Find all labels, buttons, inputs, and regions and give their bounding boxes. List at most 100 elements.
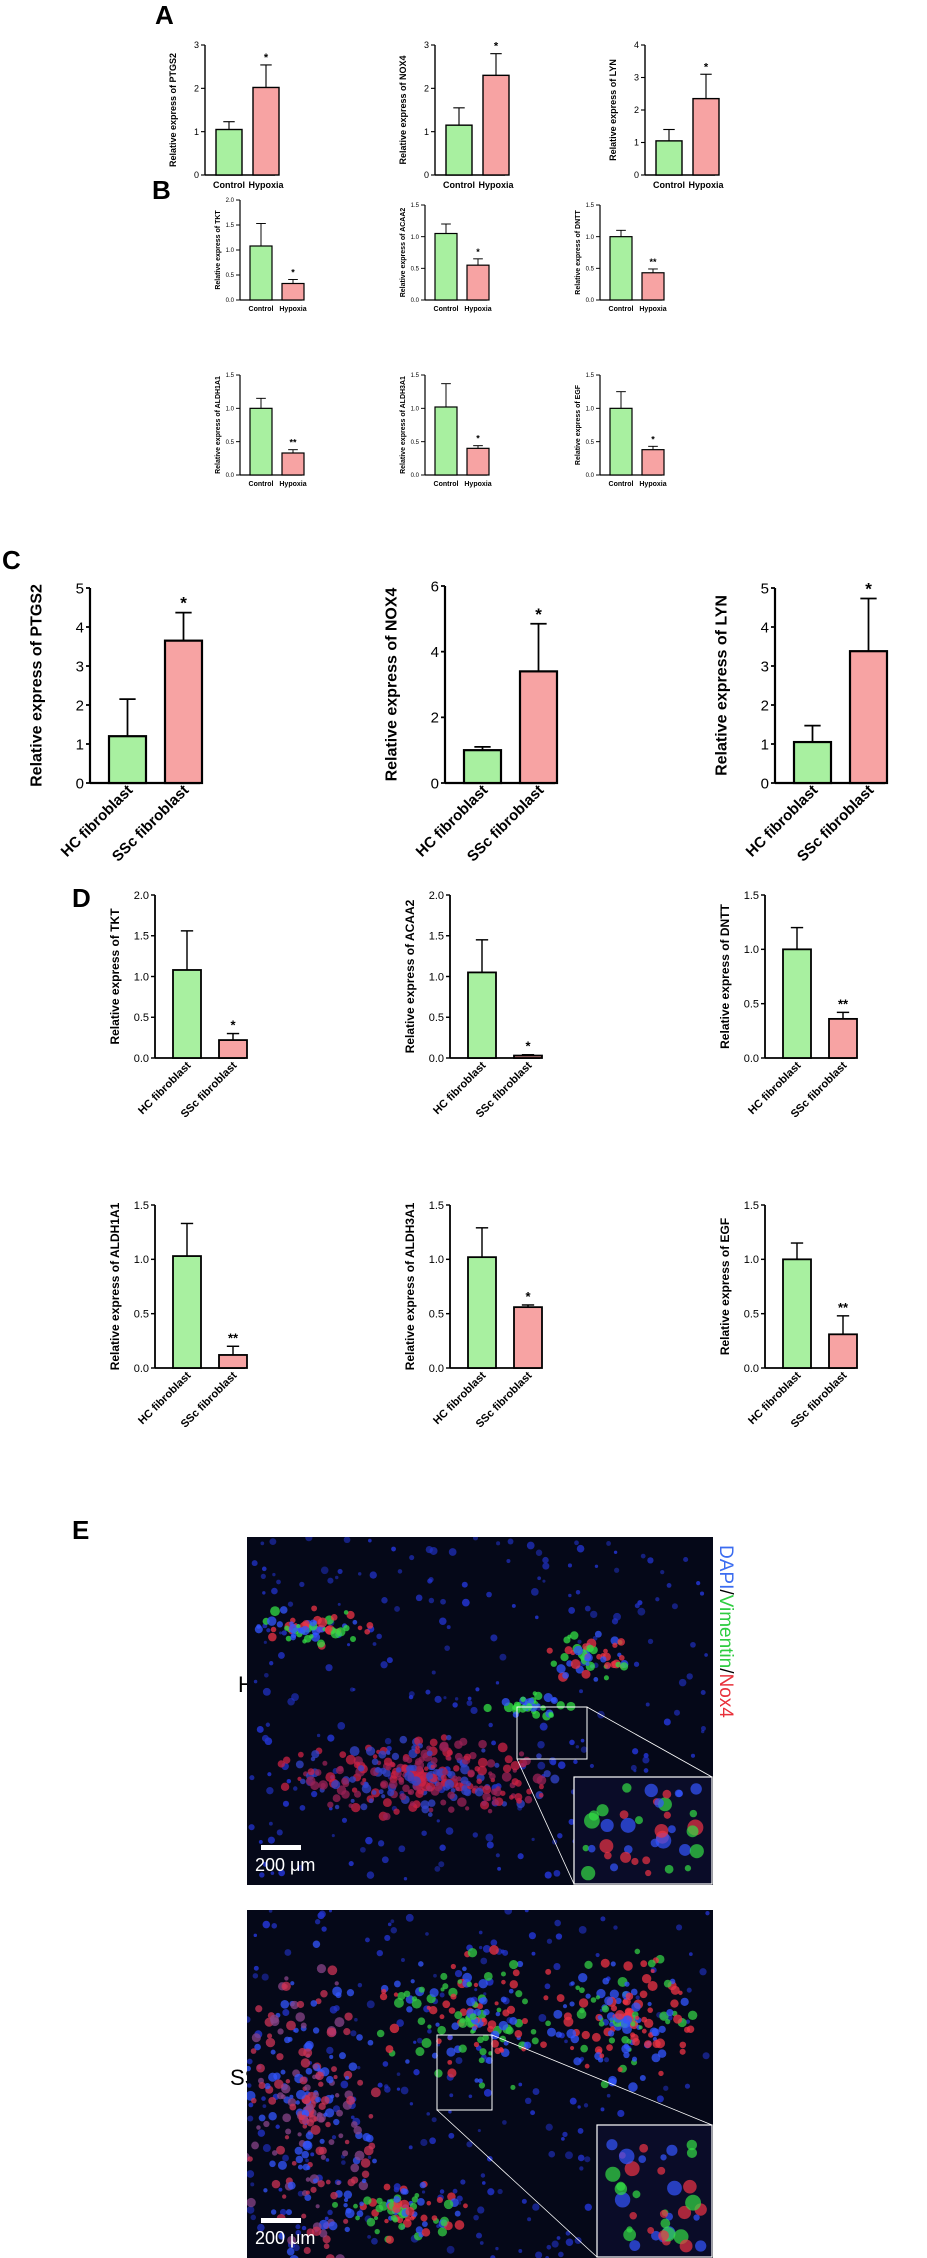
cell-dot [270,2209,277,2215]
cell-dot [442,2000,451,2009]
cell-dot [371,1758,379,1766]
nucleus-dot [684,2083,691,2089]
cell-dot [293,2027,299,2033]
nucleus-dot [267,1836,275,1844]
cell-dot [331,1779,341,1790]
nucleus-dot [568,1593,572,1598]
y-axis-label: Relative express of LYN [713,595,730,776]
nucleus-dot [391,1546,396,1552]
cell-dot [581,1669,591,1679]
category-label: Control [249,306,274,313]
cell-dot [280,1782,290,1792]
nucleus-dot [495,1681,500,1685]
nucleus-dot [318,1910,326,1918]
cell-dot [546,1647,553,1654]
nucleus-dot [488,1722,493,1728]
cell-dot [486,1759,496,1768]
nucleus-dot [259,1872,265,1878]
cell-dot [270,2017,280,2027]
inset-cell [667,2180,682,2196]
cell-dot [638,2025,643,2030]
cell-dot [439,1742,449,1752]
category-label: Control [653,180,685,190]
cell-dot [655,2038,666,2049]
nucleus-dot [360,1846,366,1853]
cell-dot [392,2217,399,2223]
nucleus-dot [490,1634,498,1642]
cell-dot [290,2000,299,2010]
nucleus-dot [584,1605,591,1612]
nucleus-dot [425,1545,433,1554]
nucleus-dot [474,1988,478,1992]
nucleus-dot [537,1761,546,1770]
panel-label-c: C [2,545,21,575]
inset-cell [684,1865,692,1872]
nucleus-dot [247,2170,255,2178]
nucleus-dot [594,1564,599,1568]
cell-dot [268,2096,277,2105]
nucleus-dot [606,2093,611,2098]
cell-dot [440,1774,447,1781]
nucleus-dot [348,1861,354,1867]
bar-control [467,1256,497,1369]
cell-dot [585,1661,590,1666]
cell-dot [336,2180,341,2186]
cell-dot [344,2226,350,2233]
cell-dot [256,2063,265,2073]
cell-dot [429,2006,438,2015]
cell-dot [624,1981,630,1987]
cell-dot [302,2140,313,2151]
y-tick-label: 2 [431,710,439,727]
cell-dot [316,1639,326,1648]
nucleus-dot [357,1572,362,1576]
cell-dot [481,2017,486,2023]
nucleus-dot [384,1934,391,1941]
nucleus-dot [495,2246,499,2251]
cell-dot [372,1754,378,1759]
significance-marker: * [180,594,187,613]
nucleus-dot [262,2104,267,2108]
bar-control [792,740,833,785]
nucleus-dot [263,1640,267,1644]
cell-dot [393,1808,400,1815]
category-label: Hypoxia [464,306,491,313]
nucleus-dot [269,1661,274,1666]
nucleus-dot [387,1922,392,1927]
cell-dot [263,2120,270,2128]
cell-dot [384,2218,389,2224]
nucleus-dot [577,2105,581,2109]
cell-dot [578,1973,588,1983]
cell-dot [296,2000,305,2009]
inset-cell [679,2239,693,2253]
cell-dot [350,1798,355,1803]
cell-dot [478,1978,488,1989]
y-axis-label: Relative express of DNTT [575,210,582,295]
nucleus-dot [485,1833,494,1842]
cell-dot [450,1993,457,2000]
cell-dot [344,2139,350,2145]
cell-dot [448,2007,456,2014]
cell-dot [522,1998,528,2005]
cell-dot [623,2043,630,2049]
cell-dot [630,2032,636,2038]
cell-dot [603,1675,609,1681]
nucleus-dot [257,2129,266,2137]
y-axis-label: Relative express of PTGS2 [28,584,45,787]
cell-dot [345,2207,352,2214]
cell-dot [310,2000,318,2007]
cell-dot [393,2196,401,2203]
nucleus-dot [276,1829,283,1836]
nucleus-dot [595,1952,600,1958]
y-axis-label: Relative express of ACAA2 [400,208,407,298]
y-tick-label: 1.5 [134,931,149,943]
cell-dot [482,1792,491,1802]
nucleus-dot [343,1537,351,1544]
cell-dot [398,2223,406,2231]
cell-dot [678,1990,683,1996]
nucleus-dot [327,1577,334,1584]
cell-dot [387,1789,395,1797]
nucleus-dot [444,1645,450,1651]
bar-chart-b: 0.0 0.5 1.0 1.5 Relative express of DNTT Cont… [575,203,667,313]
inset-cell [654,1798,664,1808]
